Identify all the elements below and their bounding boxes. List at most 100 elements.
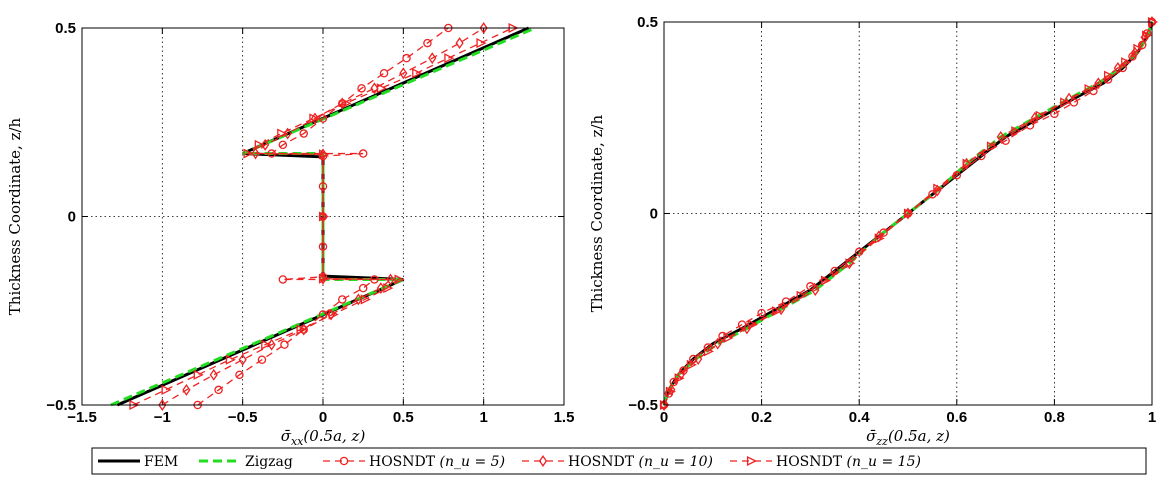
- data-point: [299, 129, 308, 138]
- legend-swatch-marker: [339, 456, 349, 466]
- data-point: [669, 377, 679, 387]
- legend: FEM Zigzag HOSNDT (n_u = 5) HOSNDT (n_u = 1…: [91, 447, 1147, 475]
- data-point: [1113, 62, 1122, 74]
- data-point: [328, 309, 339, 320]
- data-point: [394, 274, 405, 285]
- x-tick-label: 0.2: [751, 409, 772, 426]
- data-point: [161, 384, 172, 395]
- data-point: [370, 82, 379, 95]
- data-point: [182, 383, 191, 396]
- data-point: [1094, 77, 1103, 90]
- data-point: [278, 275, 288, 284]
- x-tick-label: 1: [479, 409, 487, 426]
- data-point: [986, 141, 998, 152]
- data-point: [358, 283, 368, 293]
- data-point: [338, 295, 347, 304]
- x-tick-label: −0.5: [228, 409, 258, 426]
- data-point: [376, 282, 385, 295]
- data-point: [674, 373, 685, 384]
- data-point: [296, 324, 307, 335]
- x-tick-label: 1.5: [554, 409, 575, 426]
- series-line-hosndt-4: [663, 21, 1153, 406]
- data-point: [742, 322, 752, 335]
- y-axis-label: Thickness Coordinate, z/h: [6, 117, 24, 315]
- legend-swatch-marker: [746, 455, 758, 467]
- data-point: [1060, 97, 1071, 108]
- legend-swatch-marker: [538, 455, 548, 467]
- data-point: [1133, 43, 1144, 54]
- y-axis-label: Thickness Coordinate, z/h: [588, 114, 606, 312]
- series-line-hosndt-4: [133, 27, 513, 406]
- data-point: [423, 38, 432, 48]
- data-point: [338, 97, 347, 110]
- data-point: [193, 369, 204, 380]
- data-point: [280, 340, 289, 349]
- data-point: [777, 303, 786, 316]
- data-point: [1142, 30, 1153, 41]
- legend-label: FEM: [144, 454, 178, 470]
- data-point: [933, 183, 944, 194]
- data-point: [225, 354, 236, 365]
- y-tick-label: 0: [650, 206, 658, 223]
- data-point: [820, 275, 832, 286]
- data-point: [1084, 83, 1095, 95]
- data-point: [1030, 111, 1039, 124]
- data-point: [962, 158, 973, 169]
- data-point: [309, 113, 320, 124]
- data-point: [479, 22, 488, 34]
- data-point: [686, 359, 697, 370]
- data-point: [723, 332, 734, 344]
- plot-frame: [81, 27, 565, 406]
- x-tick-label: 0: [319, 409, 327, 426]
- data-point: [665, 386, 676, 397]
- data-point: [659, 399, 671, 411]
- plot-frame: [663, 21, 1153, 406]
- data-point: [261, 339, 272, 350]
- data-point: [158, 399, 167, 411]
- data-point: [1035, 110, 1046, 121]
- data-point: [318, 310, 328, 319]
- y-tick-label: 0.5: [55, 20, 76, 37]
- x-tick-label: 0: [660, 409, 668, 426]
- data-point: [476, 38, 487, 49]
- data-point: [1025, 121, 1035, 130]
- data-point: [996, 130, 1005, 143]
- data-point: [399, 67, 408, 80]
- data-point: [257, 355, 267, 365]
- left-chart-sigma-xx: −1.5 −1 −0.5 0 0.5 1 1.5 −0.5 0 0.5 σ̄xx(0.5a, z) T…: [6, 20, 574, 448]
- data-point: [933, 184, 942, 197]
- x-axis-label: σ̄zz(0.5a, z): [866, 427, 950, 448]
- x-tick-label: 0.5: [393, 409, 414, 426]
- x-tick-label: −1.5: [67, 409, 97, 426]
- data-point: [318, 273, 330, 284]
- data-point: [402, 53, 411, 63]
- y-tick-label: −0.5: [46, 397, 76, 414]
- x-tick-label: 0.6: [946, 409, 967, 426]
- legend-label: HOSNDT (n_u = 5): [369, 454, 505, 470]
- legend-box: [91, 447, 1147, 475]
- data-point: [209, 368, 218, 381]
- series-line-hosndt-3: [161, 27, 485, 406]
- data-point: [713, 337, 722, 350]
- x-tick-label: −1: [154, 409, 171, 426]
- data-point: [874, 233, 885, 244]
- data-point: [703, 346, 714, 357]
- legend-label: Zigzag: [245, 454, 293, 470]
- data-point: [254, 139, 265, 150]
- x-axis-label: σ̄xx(0.5a, z): [281, 427, 366, 448]
- x-tick-label: 0.4: [849, 409, 871, 426]
- data-point: [379, 68, 389, 78]
- data-point: [261, 138, 270, 151]
- data-point: [360, 294, 371, 305]
- right-chart-sigma-zz: 0 0.2 0.4 0.6 0.8 1−0.500.5σ̄zz(0.5a, z)Thick…: [588, 14, 1159, 448]
- data-point: [718, 331, 727, 341]
- data-point: [238, 353, 247, 366]
- data-point: [747, 319, 758, 330]
- data-point: [235, 370, 244, 380]
- data-point: [772, 306, 783, 317]
- y-tick-label: −0.5: [628, 397, 658, 414]
- data-point: [318, 149, 330, 160]
- data-point: [1121, 57, 1132, 68]
- data-point: [251, 147, 260, 160]
